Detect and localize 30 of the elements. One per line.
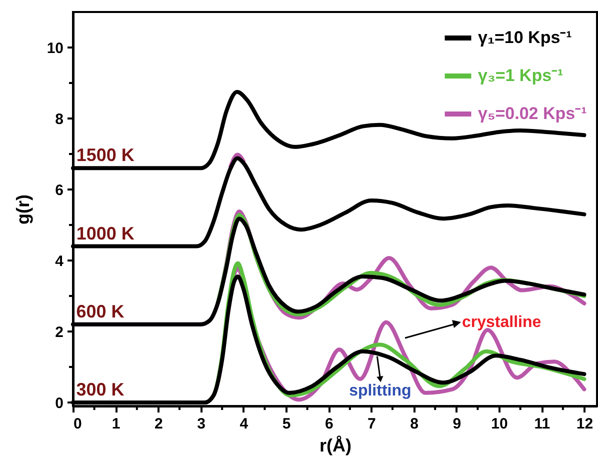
- y-tick-label: 6: [55, 182, 64, 199]
- x-tick-label: 11: [534, 416, 550, 432]
- x-tick-label: 4: [240, 416, 249, 432]
- x-tick-label: 5: [282, 416, 291, 432]
- y-tick-label: 4: [55, 252, 64, 270]
- y-tick-label: 8: [55, 110, 64, 128]
- x-tick-label: 6: [324, 416, 334, 432]
- legend-label: γ₅=0.02 Kps⁻¹: [478, 104, 588, 123]
- x-tick-label: 9: [452, 416, 462, 432]
- legend-label: γ₁=10 Kps⁻¹: [478, 28, 572, 47]
- annotation: 1000 K: [76, 223, 134, 244]
- x-tick-label: 8: [410, 416, 418, 432]
- annotation: splitting: [349, 382, 412, 400]
- annotation: 600 K: [76, 301, 124, 322]
- annotation: 300 K: [76, 379, 124, 400]
- y-axis-title: g(r): [12, 194, 33, 224]
- annotation: crystalline: [462, 314, 542, 331]
- x-axis-title: r(Å): [320, 436, 352, 456]
- x-tick-label: 2: [154, 416, 163, 432]
- y-tick-label: 10: [46, 40, 64, 57]
- x-tick-label: 10: [491, 416, 508, 432]
- x-tick-label: 0: [74, 416, 82, 432]
- x-tick-label: 1: [112, 416, 120, 432]
- annotation: 1500 K: [76, 145, 134, 166]
- x-tick-label: 3: [197, 416, 206, 432]
- x-tick-label: 7: [368, 416, 376, 432]
- y-tick-label: 2: [55, 324, 64, 341]
- x-tick-label: 12: [576, 416, 594, 432]
- y-tick-label: 0: [55, 394, 64, 412]
- legend-label: γ₃=1 Kps⁻¹: [478, 66, 564, 85]
